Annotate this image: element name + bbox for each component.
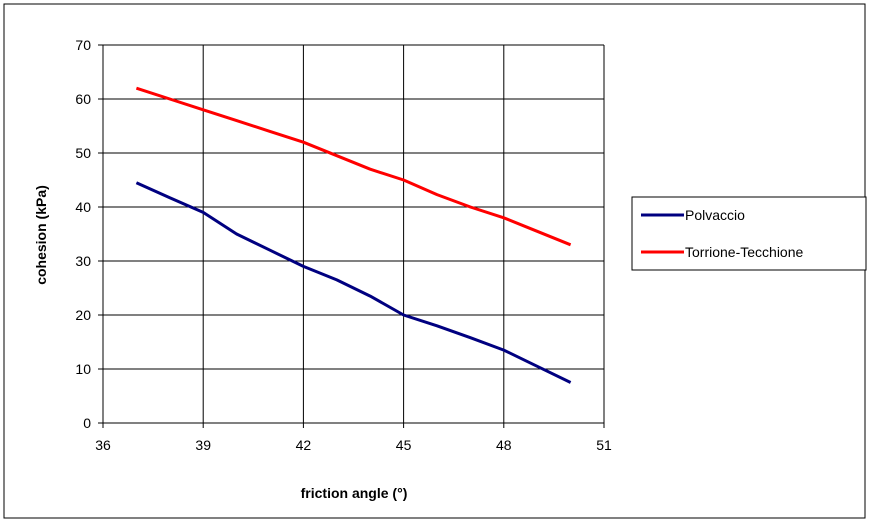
- y-tick-label-0: 0: [83, 415, 91, 431]
- y-tick-label-4: 40: [75, 199, 91, 215]
- legend-box: [631, 196, 867, 271]
- y-axis-title: cohesion (kPa): [33, 185, 49, 285]
- x-tick-label-4: 48: [496, 437, 512, 453]
- legend-label-polvaccio: Polvaccio: [685, 207, 745, 223]
- x-tick-label-5: 51: [596, 437, 612, 453]
- y-tick-label-6: 60: [75, 91, 91, 107]
- y-tick-label-5: 50: [75, 145, 91, 161]
- y-tick-label-2: 20: [75, 307, 91, 323]
- series-line-polvaccio: [135, 181, 572, 384]
- series-lines: [135, 86, 572, 384]
- legend-label-torrione-tecchione: Torrione-Tecchione: [685, 244, 803, 260]
- x-axis-title: friction angle (°): [301, 485, 408, 501]
- x-tick-label-2: 42: [296, 437, 312, 453]
- y-tick-labels: 0 10 20 30 40 50 60 70: [75, 37, 91, 431]
- x-tick-label-1: 39: [195, 437, 211, 453]
- y-tick-label-1: 10: [75, 361, 91, 377]
- axes: [98, 44, 605, 428]
- x-tick-label-0: 36: [95, 437, 111, 453]
- series-line-torrione-tecchione: [135, 86, 572, 247]
- y-tick-label-3: 30: [75, 253, 91, 269]
- y-tick-label-7: 70: [75, 37, 91, 53]
- x-tick-label-3: 45: [396, 437, 412, 453]
- legend: Polvaccio Torrione-Tecchione: [631, 196, 867, 271]
- x-tick-labels: 36 39 42 45 48 51: [95, 437, 612, 453]
